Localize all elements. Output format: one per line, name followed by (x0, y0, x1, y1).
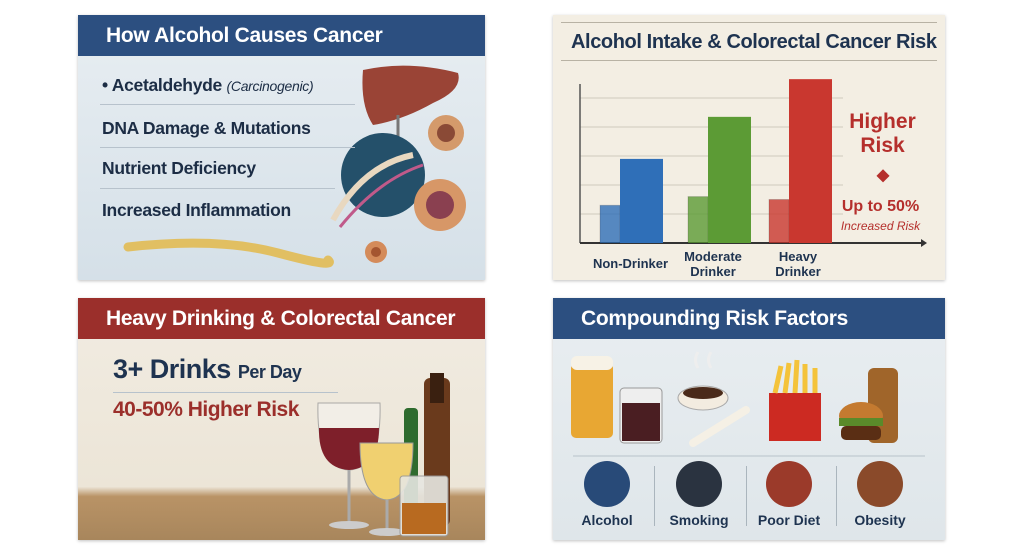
divider (100, 104, 355, 105)
divider (100, 147, 355, 148)
higher-risk-annotation: Higher Risk (849, 110, 916, 157)
liver-dna-cells-illustration (123, 65, 466, 268)
panel-title: Compounding Risk Factors (553, 298, 945, 339)
drinks-per-day: 3+ Drinks Per Day (113, 354, 302, 384)
bar-small-0 (599, 204, 621, 244)
divider (113, 392, 338, 393)
panel-alcohol-intake-chart: Alcohol Intake & Colorectal Cancer Risk … (553, 15, 945, 280)
drinks-illustration (317, 373, 450, 537)
panel-title: How Alcohol Causes Cancer (78, 15, 485, 56)
risk-percentage: Up to 50% (841, 198, 920, 215)
x-tick-label: Heavy Drinker (775, 249, 821, 279)
factor-label-smoking: Smoking (669, 512, 729, 528)
factor-label-poor-diet: Poor Diet (757, 512, 821, 528)
bullet-nutrient-deficiency: Nutrient Deficiency (102, 158, 256, 178)
x-tick-label: Non-Drinker (592, 256, 669, 271)
bullet-inflammation: Increased Inflammation (102, 200, 291, 220)
cigarette-icon (676, 461, 722, 507)
bar-large-0 (620, 158, 663, 243)
bullet-acetaldehyde: • Acetaldehyde (Carcinogenic) (102, 75, 314, 95)
wine-glass-icon (584, 461, 630, 507)
panel-title: Heavy Drinking & Colorectal Cancer (78, 298, 485, 339)
diamond-icon: ◆ (876, 167, 890, 184)
divider (561, 60, 937, 61)
divider (836, 466, 837, 526)
divider (654, 466, 655, 526)
bar-large-1 (708, 116, 751, 243)
x-tick-label: Moderate Drinker (684, 249, 742, 279)
divider (561, 22, 937, 23)
bar-small-1 (687, 196, 709, 244)
bullet-dna-damage: DNA Damage & Mutations (102, 118, 311, 138)
higher-risk-stat: 40-50% Higher Risk (113, 398, 299, 421)
divider (746, 466, 747, 526)
bullet-text: Acetaldehyde (111, 75, 223, 95)
chart-title: Alcohol Intake & Colorectal Cancer Risk (571, 31, 937, 53)
bullet-note: (Carcinogenic) (226, 78, 314, 94)
factor-label-obesity: Obesity (854, 512, 906, 528)
burger-icon (766, 461, 812, 507)
risk-caption: Increased Risk (840, 219, 921, 233)
risk-items-illustration (571, 351, 925, 457)
factor-label-alcohol: Alcohol (581, 512, 633, 528)
panel-heavy-drinking: Heavy Drinking & Colorectal Cancer 3+ Dr… (78, 298, 485, 540)
bar-large-2 (789, 79, 832, 244)
panel-how-alcohol-causes-cancer: How Alcohol Causes Cancer • Acetaldehyde… (78, 15, 485, 280)
bar-small-2 (768, 199, 790, 244)
x-axis-arrow (921, 239, 927, 247)
bar-chart (579, 79, 927, 247)
obese-figure-icon (857, 461, 903, 507)
divider (100, 188, 335, 189)
panel-compounding-risk-factors: Compounding Risk Factors Alcohol Smoking… (553, 298, 945, 540)
